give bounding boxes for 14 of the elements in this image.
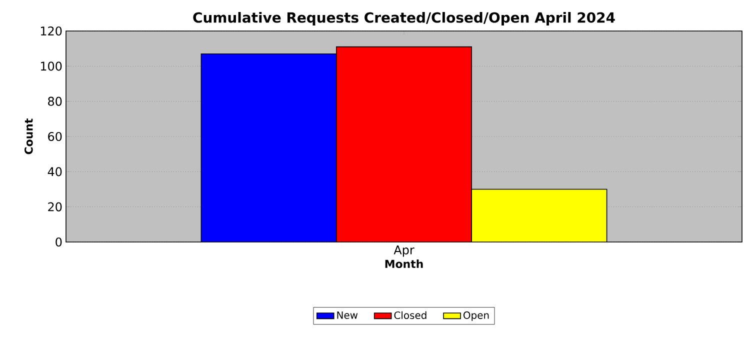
x-axis-title: Month (385, 260, 423, 268)
y-tick-label: 0 (56, 237, 62, 247)
y-tick-label: 120 (40, 26, 62, 36)
x-tick-label: Apr (394, 246, 414, 257)
y-tick-label: 60 (48, 132, 62, 142)
y-tick-label: 40 (48, 167, 62, 176)
legend-label: Closed (394, 311, 426, 320)
y-tick-label: 20 (48, 202, 62, 212)
y-axis-title: Count (24, 118, 33, 154)
legend-label: Open (463, 311, 489, 321)
chart-title: Cumulative Requests Created/Closed/Open April 2024 (193, 12, 615, 26)
y-tick-label: 80 (48, 96, 62, 106)
legend-label: New (337, 311, 358, 319)
y-tick-label: 100 (40, 62, 62, 71)
